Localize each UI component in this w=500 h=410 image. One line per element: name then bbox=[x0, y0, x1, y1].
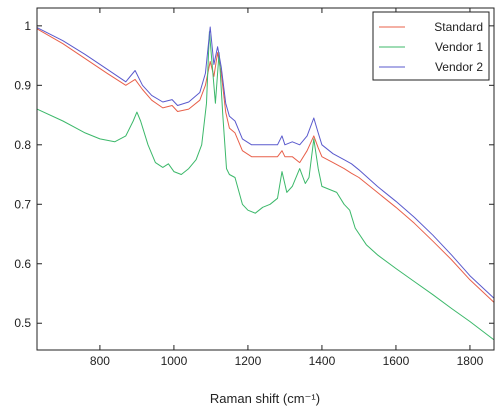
x-tick-label: 1800 bbox=[457, 354, 484, 368]
y-tick-label: 0.8 bbox=[14, 138, 31, 152]
x-tick-label: 1600 bbox=[383, 354, 410, 368]
series-line-vendor-2 bbox=[36, 26, 495, 299]
y-tick-label: 0.5 bbox=[14, 316, 31, 330]
x-tick-label: 1400 bbox=[309, 354, 336, 368]
series-line-standard bbox=[36, 28, 495, 303]
y-tick-label: 0.9 bbox=[14, 78, 31, 92]
x-tick-label: 1000 bbox=[161, 354, 188, 368]
legend-label-vendor-2: Vendor 2 bbox=[435, 60, 483, 74]
legend-label-vendor-1: Vendor 1 bbox=[435, 40, 483, 54]
x-tick-label: 800 bbox=[90, 354, 110, 368]
x-axis-label: Raman shift (cm⁻¹) bbox=[210, 391, 320, 406]
legend-box bbox=[372, 11, 490, 81]
legend: Standard Vendor 1 Vendor 2 bbox=[372, 11, 490, 81]
x-axis: 800 1000 1200 1400 1600 1800 bbox=[90, 8, 484, 368]
series-layer bbox=[36, 26, 495, 341]
plot-frame bbox=[36, 7, 495, 351]
x-tick-label: 1200 bbox=[235, 354, 262, 368]
y-tick-label: 0.6 bbox=[14, 257, 31, 271]
series-line-vendor-1 bbox=[36, 31, 495, 341]
y-tick-label: 0.7 bbox=[14, 197, 31, 211]
y-axis: 0.5 0.6 0.7 0.8 0.9 1 bbox=[14, 19, 494, 330]
legend-label-standard: Standard bbox=[434, 20, 483, 34]
y-tick-label: 1 bbox=[24, 19, 31, 33]
